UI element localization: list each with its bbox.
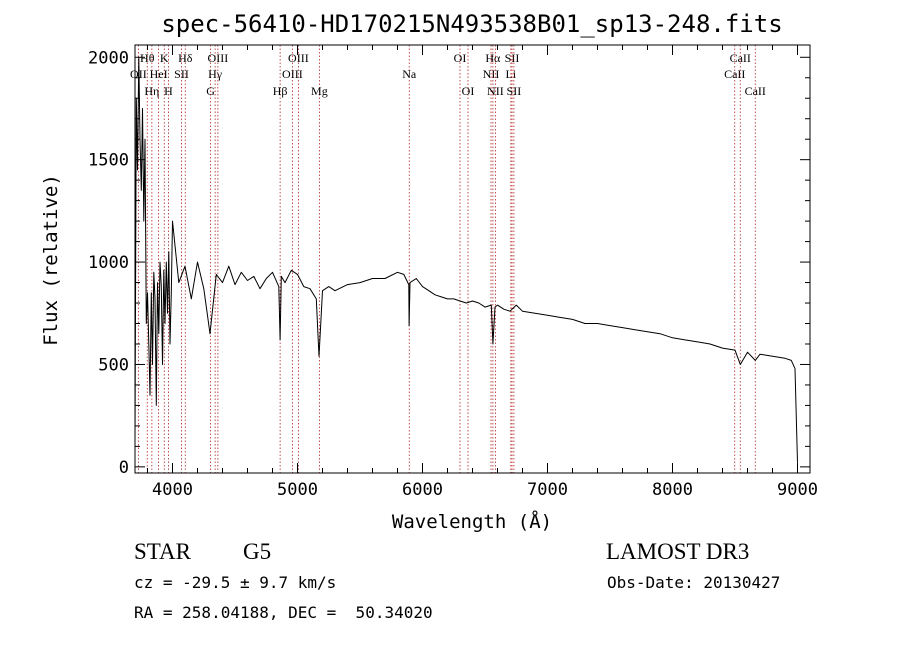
marker-label: H (164, 84, 173, 98)
marker-label: Na (402, 67, 417, 81)
marker-label: CaII (724, 67, 745, 81)
y-tick-label: 1000 (88, 253, 129, 273)
marker-label: CaII (730, 51, 751, 65)
x-tick-label: 4000 (152, 480, 193, 500)
marker-label: OI (454, 51, 467, 65)
marker-label: K (160, 51, 169, 65)
object-type: STAR (134, 539, 191, 564)
chart-title: spec-56410-HD170215N493538B01_sp13-248.f… (161, 10, 782, 38)
axis-ticks: 4000 5000 6000 7000 8000 9000 0 500 1000 1500 2000 (88, 45, 818, 500)
marker-label: NII (483, 67, 500, 81)
marker-label: Hβ (273, 84, 288, 98)
marker-label: SII (174, 67, 189, 81)
spectrum-line (134, 56, 798, 463)
marker-label: Hδ (178, 51, 193, 65)
marker-label: Hα (485, 51, 501, 65)
x-tick-label: 6000 (402, 480, 443, 500)
spectrum-series (134, 56, 798, 463)
redshift-info: cz = -29.5 ± 9.7 km/s (134, 573, 337, 592)
y-tick-label: 1500 (88, 151, 129, 171)
x-tick-label: 7000 (527, 480, 568, 500)
y-tick-label: 0 (119, 458, 129, 478)
y-tick-label: 2000 (88, 48, 129, 68)
x-tick-label: 9000 (777, 480, 818, 500)
marker-label: G (206, 84, 215, 98)
marker-label: OIII (208, 51, 229, 65)
marker-label: Li (506, 67, 517, 81)
survey-name: LAMOST DR3 (606, 539, 750, 564)
marker-label: OI (462, 84, 475, 98)
marker-label: Hθ (140, 51, 155, 65)
marker-label: NII (487, 84, 504, 98)
line-markers: OIIHθHηHeIKHSIIHδGHγOIIIHβOIIIOIIIMgNaOI… (130, 45, 766, 473)
obs-date: Obs-Date: 20130427 (607, 573, 781, 592)
marker-label: Hγ (208, 67, 223, 81)
x-axis-label: Wavelength (Å) (392, 510, 552, 533)
marker-label: OIII (282, 67, 303, 81)
y-axis-label: Flux (relative) (40, 174, 62, 346)
plot-frame (134, 44, 811, 474)
coordinates-info: RA = 258.04188, DEC = 50.34020 (134, 603, 433, 622)
marker-label: OIII (288, 51, 309, 65)
x-tick-label: 8000 (652, 480, 693, 500)
y-tick-label: 500 (98, 355, 129, 375)
marker-label: CaII (745, 84, 766, 98)
marker-label: HeI (150, 67, 168, 81)
marker-label: SII (507, 84, 522, 98)
marker-label: Hη (144, 84, 159, 98)
marker-label: SII (505, 51, 520, 65)
x-tick-label: 5000 (277, 480, 318, 500)
object-subclass: G5 (243, 539, 272, 564)
marker-label: Mg (311, 84, 328, 98)
